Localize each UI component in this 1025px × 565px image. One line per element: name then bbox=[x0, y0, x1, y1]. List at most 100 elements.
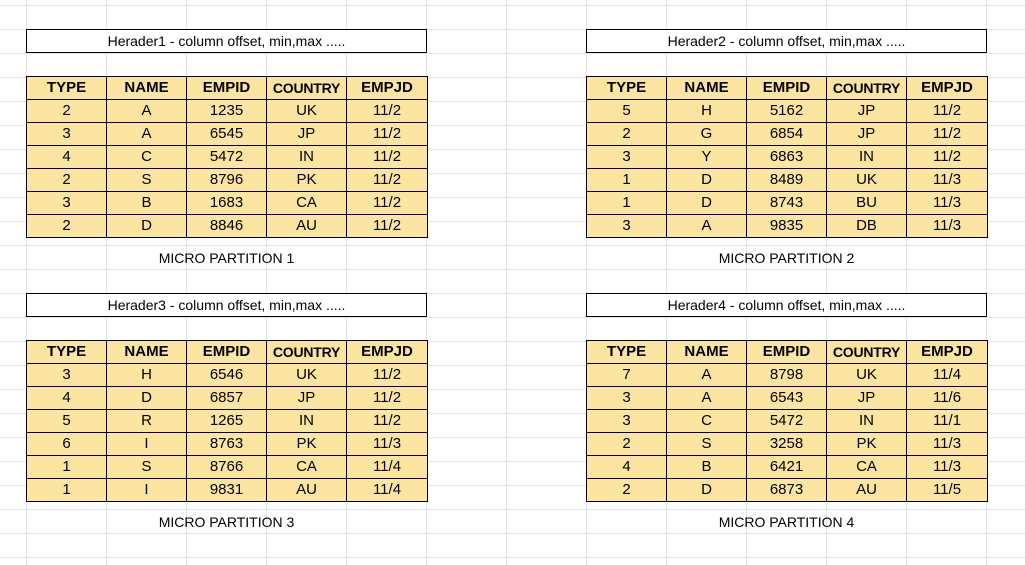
cell-type[interactable]: 4 bbox=[586, 455, 667, 479]
cell-name[interactable]: D bbox=[666, 168, 747, 192]
cell-country[interactable]: CA bbox=[826, 455, 907, 479]
column-header-country[interactable]: COUNTRY bbox=[266, 76, 347, 100]
cell-name[interactable]: I bbox=[106, 432, 187, 456]
cell-country[interactable]: AU bbox=[826, 478, 907, 502]
cell-empjd[interactable]: 11/1 bbox=[906, 409, 988, 433]
cell-country[interactable]: IN bbox=[266, 145, 347, 169]
cell-country[interactable]: UK bbox=[266, 99, 347, 123]
cell-type[interactable]: 2 bbox=[586, 432, 667, 456]
column-header-type[interactable]: TYPE bbox=[586, 340, 667, 364]
cell-empid[interactable]: 8763 bbox=[186, 432, 267, 456]
cell-country[interactable]: PK bbox=[266, 168, 347, 192]
cell-empjd[interactable]: 11/2 bbox=[906, 145, 988, 169]
cell-type[interactable]: 2 bbox=[26, 168, 107, 192]
cell-empid[interactable]: 1265 bbox=[186, 409, 267, 433]
cell-country[interactable]: JP bbox=[826, 122, 907, 146]
cell-empjd[interactable]: 11/2 bbox=[346, 409, 428, 433]
cell-type[interactable]: 7 bbox=[586, 363, 667, 387]
partition-header-box[interactable]: Herader3 - column offset, min,max ..... bbox=[26, 293, 427, 317]
column-header-empjd[interactable]: EMPJD bbox=[346, 76, 428, 100]
cell-empid[interactable]: 9835 bbox=[746, 214, 827, 238]
cell-country[interactable]: CA bbox=[266, 455, 347, 479]
cell-type[interactable]: 3 bbox=[586, 386, 667, 410]
cell-empid[interactable]: 1235 bbox=[186, 99, 267, 123]
cell-empid[interactable]: 6854 bbox=[746, 122, 827, 146]
column-header-type[interactable]: TYPE bbox=[26, 340, 107, 364]
column-header-country[interactable]: COUNTRY bbox=[826, 340, 907, 364]
cell-type[interactable]: 4 bbox=[26, 386, 107, 410]
cell-country[interactable]: IN bbox=[266, 409, 347, 433]
cell-empid[interactable]: 8766 bbox=[186, 455, 267, 479]
cell-name[interactable]: S bbox=[666, 432, 747, 456]
cell-name[interactable]: H bbox=[106, 363, 187, 387]
cell-country[interactable]: UK bbox=[826, 168, 907, 192]
cell-country[interactable]: DB bbox=[826, 214, 907, 238]
cell-country[interactable]: UK bbox=[266, 363, 347, 387]
cell-name[interactable]: B bbox=[666, 455, 747, 479]
column-header-empjd[interactable]: EMPJD bbox=[906, 76, 988, 100]
cell-empjd[interactable]: 11/3 bbox=[906, 191, 988, 215]
cell-name[interactable]: D bbox=[106, 386, 187, 410]
cell-empid[interactable]: 1683 bbox=[186, 191, 267, 215]
column-header-country[interactable]: COUNTRY bbox=[266, 340, 347, 364]
cell-name[interactable]: B bbox=[106, 191, 187, 215]
cell-type[interactable]: 3 bbox=[586, 145, 667, 169]
column-header-country[interactable]: COUNTRY bbox=[826, 76, 907, 100]
cell-empjd[interactable]: 11/2 bbox=[906, 99, 988, 123]
cell-type[interactable]: 3 bbox=[26, 191, 107, 215]
cell-type[interactable]: 2 bbox=[26, 214, 107, 238]
cell-name[interactable]: D bbox=[666, 191, 747, 215]
cell-name[interactable]: C bbox=[106, 145, 187, 169]
column-header-empjd[interactable]: EMPJD bbox=[906, 340, 988, 364]
cell-name[interactable]: A bbox=[666, 363, 747, 387]
cell-empid[interactable]: 8798 bbox=[746, 363, 827, 387]
cell-type[interactable]: 1 bbox=[586, 168, 667, 192]
column-header-name[interactable]: NAME bbox=[106, 340, 187, 364]
cell-empid[interactable]: 6546 bbox=[186, 363, 267, 387]
column-header-name[interactable]: NAME bbox=[666, 76, 747, 100]
cell-country[interactable]: JP bbox=[826, 386, 907, 410]
cell-name[interactable]: G bbox=[666, 122, 747, 146]
cell-country[interactable]: PK bbox=[266, 432, 347, 456]
cell-empjd[interactable]: 11/2 bbox=[346, 363, 428, 387]
cell-country[interactable]: JP bbox=[826, 99, 907, 123]
cell-empid[interactable]: 8489 bbox=[746, 168, 827, 192]
partition-header-box[interactable]: Herader4 - column offset, min,max ..... bbox=[586, 293, 987, 317]
cell-type[interactable]: 2 bbox=[586, 478, 667, 502]
cell-type[interactable]: 5 bbox=[586, 99, 667, 123]
cell-name[interactable]: C bbox=[666, 409, 747, 433]
cell-country[interactable]: AU bbox=[266, 214, 347, 238]
cell-type[interactable]: 3 bbox=[586, 409, 667, 433]
cell-empjd[interactable]: 11/2 bbox=[906, 122, 988, 146]
cell-country[interactable]: PK bbox=[826, 432, 907, 456]
cell-name[interactable]: R bbox=[106, 409, 187, 433]
cell-country[interactable]: AU bbox=[266, 478, 347, 502]
cell-empid[interactable]: 5472 bbox=[746, 409, 827, 433]
cell-name[interactable]: S bbox=[106, 168, 187, 192]
cell-name[interactable]: A bbox=[666, 214, 747, 238]
cell-type[interactable]: 1 bbox=[26, 478, 107, 502]
cell-empid[interactable]: 8846 bbox=[186, 214, 267, 238]
column-header-empid[interactable]: EMPID bbox=[186, 340, 267, 364]
cell-type[interactable]: 4 bbox=[26, 145, 107, 169]
column-header-type[interactable]: TYPE bbox=[586, 76, 667, 100]
cell-country[interactable]: JP bbox=[266, 122, 347, 146]
column-header-name[interactable]: NAME bbox=[106, 76, 187, 100]
cell-type[interactable]: 2 bbox=[26, 99, 107, 123]
cell-name[interactable]: H bbox=[666, 99, 747, 123]
cell-empjd[interactable]: 11/3 bbox=[906, 168, 988, 192]
cell-empjd[interactable]: 11/2 bbox=[346, 99, 428, 123]
cell-empjd[interactable]: 11/4 bbox=[906, 363, 988, 387]
cell-empjd[interactable]: 11/3 bbox=[906, 214, 988, 238]
cell-type[interactable]: 5 bbox=[26, 409, 107, 433]
cell-type[interactable]: 2 bbox=[586, 122, 667, 146]
cell-empjd[interactable]: 11/4 bbox=[346, 455, 428, 479]
cell-name[interactable]: D bbox=[666, 478, 747, 502]
column-header-type[interactable]: TYPE bbox=[26, 76, 107, 100]
cell-empjd[interactable]: 11/2 bbox=[346, 191, 428, 215]
cell-empjd[interactable]: 11/3 bbox=[906, 432, 988, 456]
cell-empjd[interactable]: 11/2 bbox=[346, 386, 428, 410]
cell-country[interactable]: IN bbox=[826, 409, 907, 433]
cell-country[interactable]: JP bbox=[266, 386, 347, 410]
cell-name[interactable]: A bbox=[106, 99, 187, 123]
